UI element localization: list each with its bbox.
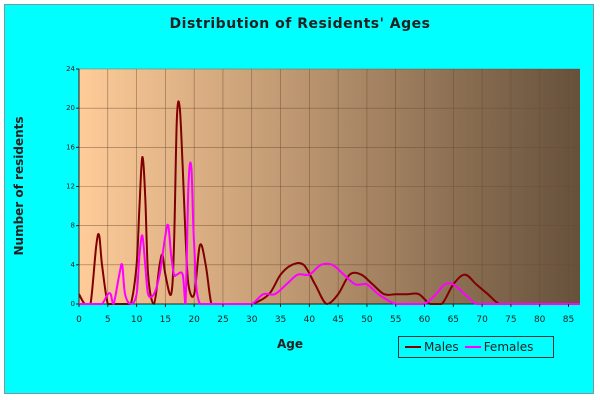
legend-item-females: Females [464, 340, 534, 354]
x-tick-label: 35 [275, 315, 286, 325]
legend: Males Females [398, 336, 554, 358]
x-tick-label: 85 [563, 315, 574, 325]
y-tick-label: 24 [66, 65, 75, 73]
x-tick-label: 65 [448, 315, 459, 325]
y-tick-label: 12 [66, 183, 75, 191]
x-tick-label: 15 [160, 315, 171, 325]
y-tick-label: 16 [66, 143, 75, 151]
y-tick-label: 20 [66, 104, 75, 112]
legend-label-males: Males [424, 340, 459, 354]
x-tick-label: 10 [131, 315, 143, 325]
x-tick-label: 0 [76, 315, 82, 325]
x-tick-label: 25 [217, 315, 228, 325]
x-tick-label: 20 [188, 315, 200, 325]
x-tick-label: 40 [304, 315, 316, 325]
tick-labels: 0 5 10 15 20 25 30 35 40 45 50 55 60 65 70 75 80 85 0 4 8 12 1… [66, 65, 574, 325]
x-tick-label: 80 [534, 315, 546, 325]
legend-label-females: Females [483, 340, 534, 354]
x-tick-label: 50 [361, 315, 373, 325]
y-tick-label: 8 [71, 222, 75, 230]
legend-swatch-females [464, 346, 481, 348]
y-tick-label: 4 [71, 261, 76, 269]
series-lines [78, 100, 580, 306]
x-tick-label: 30 [246, 315, 258, 325]
x-tick-label: 55 [390, 315, 401, 325]
x-axis-label: Age [276, 337, 303, 351]
legend-item-males: Males [405, 340, 459, 354]
x-tick-label: 60 [419, 315, 431, 325]
x-tick-label: 75 [505, 315, 516, 325]
chart-title: Distribution of Residents' Ages [169, 16, 431, 32]
series-line-females [78, 161, 580, 306]
legend-swatch-males [405, 346, 421, 348]
y-tick-label: 0 [71, 300, 75, 308]
x-tick-label: 45 [332, 315, 343, 325]
x-tick-label: 5 [105, 315, 111, 325]
x-tick-label: 70 [476, 315, 488, 325]
